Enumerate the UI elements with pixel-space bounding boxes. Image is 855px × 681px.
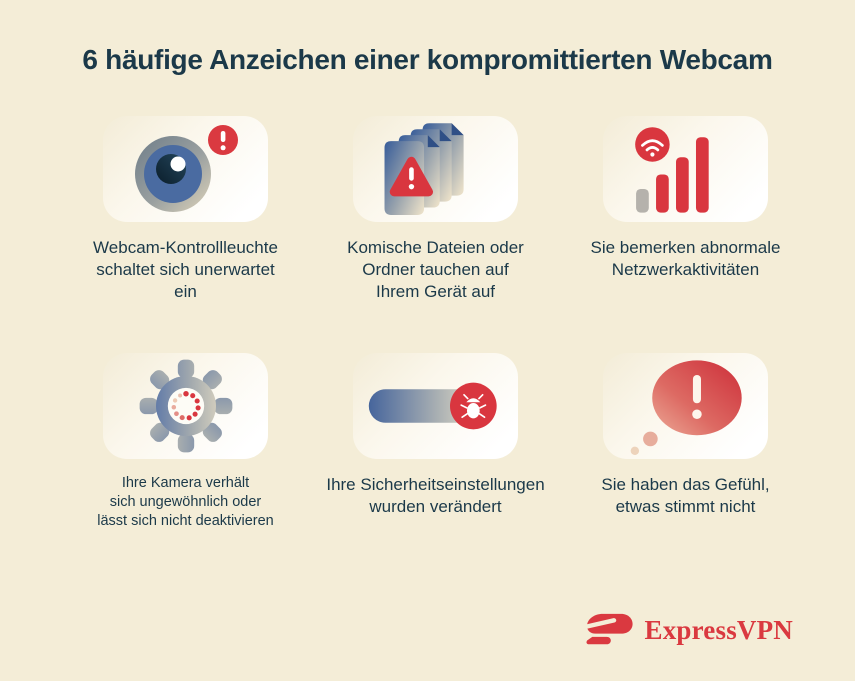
icon-card xyxy=(103,353,268,460)
card-security-settings: Ihre Sicherheitseinstellungen wurden ver… xyxy=(311,353,561,531)
brand-name: ExpressVPN xyxy=(644,614,793,645)
webcam-eye-alert-icon xyxy=(116,122,256,217)
toggle-bug-icon xyxy=(366,373,506,439)
suspicious-files-warning-icon xyxy=(380,121,492,218)
gear-loading-dots-icon xyxy=(136,356,236,456)
cards-grid: Webcam-Kontrollleuchte schaltet sich une… xyxy=(8,116,855,531)
card-caption: Webcam-Kontrollleuchte schaltet sich une… xyxy=(93,238,278,302)
card-caption: Sie haben das Gefühl, etwas stimmt nicht xyxy=(601,475,770,517)
card-camera-misbehaving: Ihre Kamera verhält sich ungewöhnlich od… xyxy=(61,353,311,531)
card-suspicious-files: Komische Dateien oder Ordner tauchen auf… xyxy=(311,116,561,303)
icon-card xyxy=(353,116,518,222)
page-title: 6 häufige Anzeichen einer kompromittiert… xyxy=(82,44,773,75)
card-network-activity: Sie bemerken abnormale Netzwerkaktivität… xyxy=(561,116,811,303)
brand-footer: ExpressVPN xyxy=(585,611,793,649)
icon-card xyxy=(603,116,768,222)
thought-bubble-alert-icon xyxy=(611,354,761,459)
card-caption: Ihre Sicherheitseinstellungen wurden ver… xyxy=(326,475,545,517)
card-caption: Komische Dateien oder Ordner tauchen auf… xyxy=(347,238,524,302)
expressvpn-logo-icon xyxy=(585,611,635,649)
card-webcam-light: Webcam-Kontrollleuchte schaltet sich une… xyxy=(61,116,311,303)
card-caption: Sie bemerken abnormale Netzwerkaktivität… xyxy=(590,238,781,280)
icon-card xyxy=(353,353,518,460)
card-caption: Ihre Kamera verhält sich ungewöhnlich od… xyxy=(97,475,274,529)
icon-card xyxy=(103,116,268,222)
network-signal-bars-icon xyxy=(627,123,745,215)
card-gut-feeling: Sie haben das Gefühl, etwas stimmt nicht xyxy=(561,353,811,531)
icon-card xyxy=(603,353,768,460)
